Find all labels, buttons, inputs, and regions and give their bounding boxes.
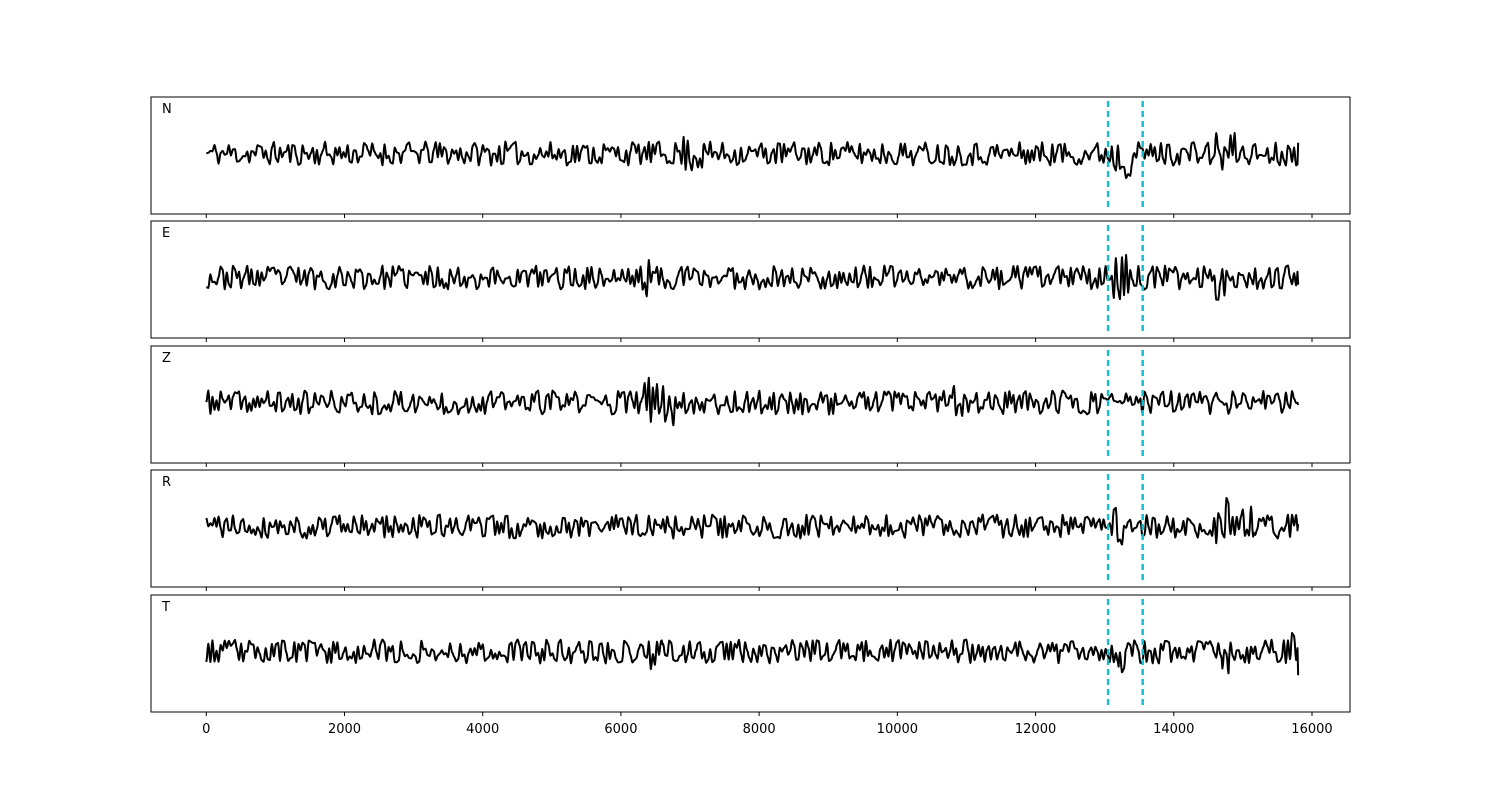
x-tick-label: 12000 — [1015, 722, 1056, 737]
panel-r: R — [150, 469, 1351, 591]
panel-frame-z — [150, 345, 1351, 464]
x-tick-label: 16000 — [1291, 722, 1332, 737]
trace-n — [205, 131, 1300, 180]
channel-label-z: Z — [162, 351, 171, 366]
channel-label-e: E — [162, 226, 170, 241]
x-tick-label: 8000 — [743, 722, 776, 737]
trace-e — [205, 253, 1300, 301]
channel-label-t: T — [161, 600, 170, 615]
panel-z: Z — [150, 345, 1351, 467]
trace-z — [205, 376, 1300, 427]
channel-label-n: N — [162, 102, 172, 117]
panel-frame-n — [150, 96, 1351, 215]
x-tick-label: 10000 — [877, 722, 918, 737]
panel-frame-r — [150, 469, 1351, 588]
panel-e: E — [150, 220, 1351, 342]
trace-panels: N E Z R T — [150, 96, 1351, 716]
x-tick-label: 14000 — [1153, 722, 1194, 737]
panel-frame-t — [150, 594, 1351, 713]
panel-n: N — [150, 96, 1351, 218]
trace-t — [205, 632, 1300, 676]
x-axis: 0 2000 4000 6000 8000 10000 12000 14000 16000 — [202, 722, 1333, 737]
x-tick-label: 0 — [202, 722, 210, 737]
panel-t: T — [150, 594, 1351, 716]
x-tick-label: 4000 — [466, 722, 499, 737]
x-tick-label: 2000 — [328, 722, 361, 737]
panel-frame-e — [150, 220, 1351, 339]
x-tick-label: 6000 — [604, 722, 637, 737]
trace-r — [205, 497, 1300, 546]
channel-label-r: R — [162, 475, 171, 490]
